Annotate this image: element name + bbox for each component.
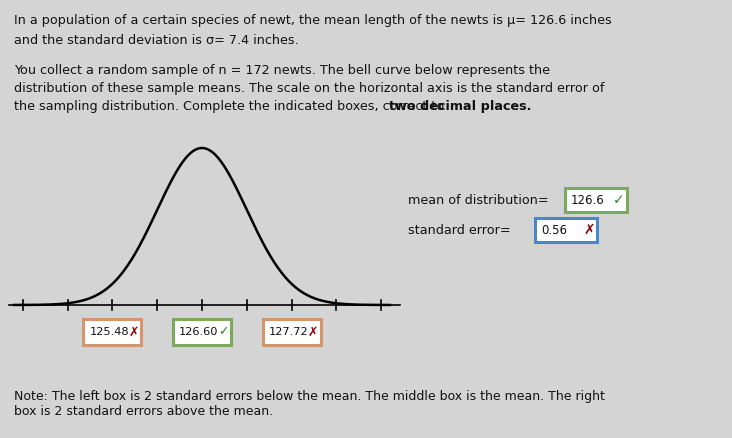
Text: 126.60: 126.60 — [179, 327, 218, 337]
Text: 127.72: 127.72 — [269, 327, 308, 337]
Text: 0.56: 0.56 — [541, 223, 567, 237]
Text: 126.6: 126.6 — [571, 194, 605, 206]
Text: ✗: ✗ — [128, 325, 139, 339]
Text: standard error=: standard error= — [408, 223, 511, 237]
Bar — [565, 188, 627, 212]
Bar — [535, 218, 597, 242]
Text: the sampling distribution. Complete the indicated boxes, correct to: the sampling distribution. Complete the … — [14, 100, 448, 113]
Text: ✗: ✗ — [307, 325, 318, 339]
Text: mean of distribution=: mean of distribution= — [408, 194, 548, 206]
Text: ✗: ✗ — [583, 223, 595, 237]
Text: Note: The left box is 2 standard errors below the mean. The middle box is the me: Note: The left box is 2 standard errors … — [14, 390, 605, 418]
Text: distribution of these sample means. The scale on the horizontal axis is the stan: distribution of these sample means. The … — [14, 82, 605, 95]
Text: ✓: ✓ — [217, 325, 228, 339]
Text: You collect a random sample of n = 172 newts. The bell curve below represents th: You collect a random sample of n = 172 n… — [14, 64, 550, 77]
Bar — [173, 319, 231, 345]
Bar — [83, 319, 141, 345]
Bar — [263, 319, 321, 345]
Text: and the standard deviation is σ= 7.4 inches.: and the standard deviation is σ= 7.4 inc… — [14, 34, 299, 47]
Text: two decimal places.: two decimal places. — [389, 100, 531, 113]
Text: In a population of a certain species of newt, the mean length of the newts is μ=: In a population of a certain species of … — [14, 14, 612, 27]
Text: ✓: ✓ — [613, 193, 625, 207]
Text: 125.48: 125.48 — [89, 327, 129, 337]
